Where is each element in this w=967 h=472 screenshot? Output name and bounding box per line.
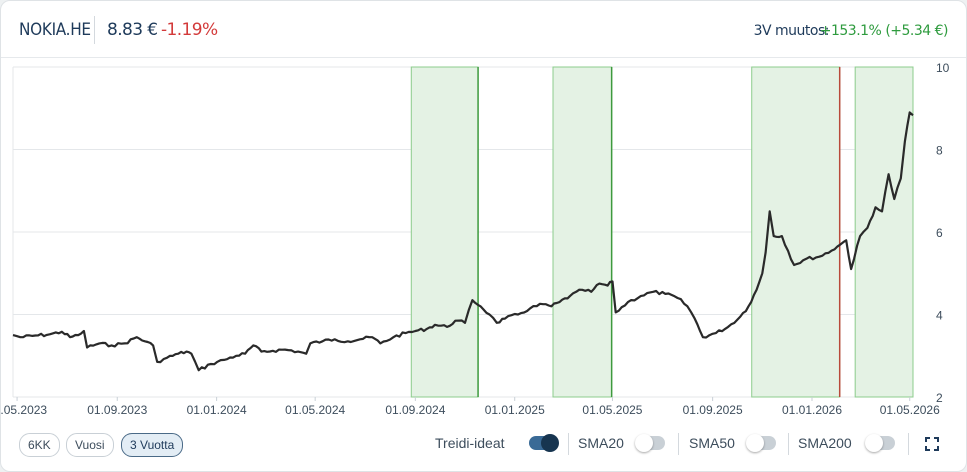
period-change-label: 3V muutos: xyxy=(753,23,830,39)
footer-divider xyxy=(678,433,679,455)
toggle-knob xyxy=(541,434,559,452)
current-price: 8.83 € xyxy=(107,20,158,40)
header-divider xyxy=(94,16,95,44)
y-axis-ticks: 2 4 6 8 10 xyxy=(936,61,950,405)
fullscreen-icon[interactable] xyxy=(925,437,939,451)
x-tick-label: 01.05.2026 xyxy=(880,403,940,417)
x-tick-label: 01.05.2023 xyxy=(1,403,47,417)
sma200-label: SMA200 xyxy=(798,435,852,451)
x-tick-label: 01.01.2026 xyxy=(782,403,842,417)
x-tick-label: 01.09.2024 xyxy=(385,403,445,417)
y-tick-label: 8 xyxy=(936,144,943,158)
y-tick-label: 2 xyxy=(936,391,943,405)
ticker-symbol: NOKIA.HE xyxy=(19,20,91,40)
chart-footer: 6KK Vuosi 3 Vuotta Treidi-ideat SMA20 SM… xyxy=(1,429,966,459)
trade-idea-band xyxy=(751,66,841,398)
x-tick-label: 01.09.2025 xyxy=(683,403,743,417)
range-6kk-button[interactable]: 6KK xyxy=(19,433,60,457)
price-series xyxy=(12,111,914,372)
range-vuosi-button[interactable]: Vuosi xyxy=(66,433,114,457)
toggle-knob xyxy=(746,434,764,452)
daily-change: -1.19% xyxy=(161,20,218,40)
y-tick-label: 10 xyxy=(936,61,950,75)
x-tick-label: 01.05.2024 xyxy=(285,403,345,417)
footer-divider xyxy=(568,433,569,455)
trade-ideas-toggle[interactable] xyxy=(529,434,559,452)
range-3-vuotta-button[interactable]: 3 Vuotta xyxy=(121,433,184,457)
trade-idea-band xyxy=(552,66,613,398)
chart-header: NOKIA.HE 8.83 € -1.19% 3V muutos: +153.1… xyxy=(1,1,966,58)
y-tick-label: 6 xyxy=(936,226,943,240)
sma50-toggle[interactable] xyxy=(746,434,776,452)
x-tick-label: 01.09.2023 xyxy=(87,403,147,417)
trade-idea-band xyxy=(410,66,479,398)
footer-divider xyxy=(908,433,909,455)
trade-ideas-label: Treidi-ideat xyxy=(435,435,505,451)
price-line xyxy=(12,111,914,372)
x-tick-label: 01.05.2025 xyxy=(582,403,642,417)
toggle-knob xyxy=(865,434,883,452)
period-change-value: +153.1% (+5.34 €) xyxy=(819,23,949,39)
x-axis-ticks: 01.05.2023 01.09.2023 01.01.2024 01.05.2024… xyxy=(1,397,940,417)
footer-divider xyxy=(788,433,789,455)
sma200-toggle[interactable] xyxy=(865,434,895,452)
trade-idea-markers xyxy=(477,67,841,397)
trade-idea-bands xyxy=(410,66,914,398)
toggle-knob xyxy=(635,434,653,452)
sma20-toggle[interactable] xyxy=(635,434,665,452)
y-tick-label: 4 xyxy=(936,309,943,323)
x-tick-label: 01.01.2025 xyxy=(485,403,545,417)
x-tick-label: 01.01.2024 xyxy=(187,403,247,417)
sma50-label: SMA50 xyxy=(689,435,735,451)
sma20-label: SMA20 xyxy=(578,435,624,451)
